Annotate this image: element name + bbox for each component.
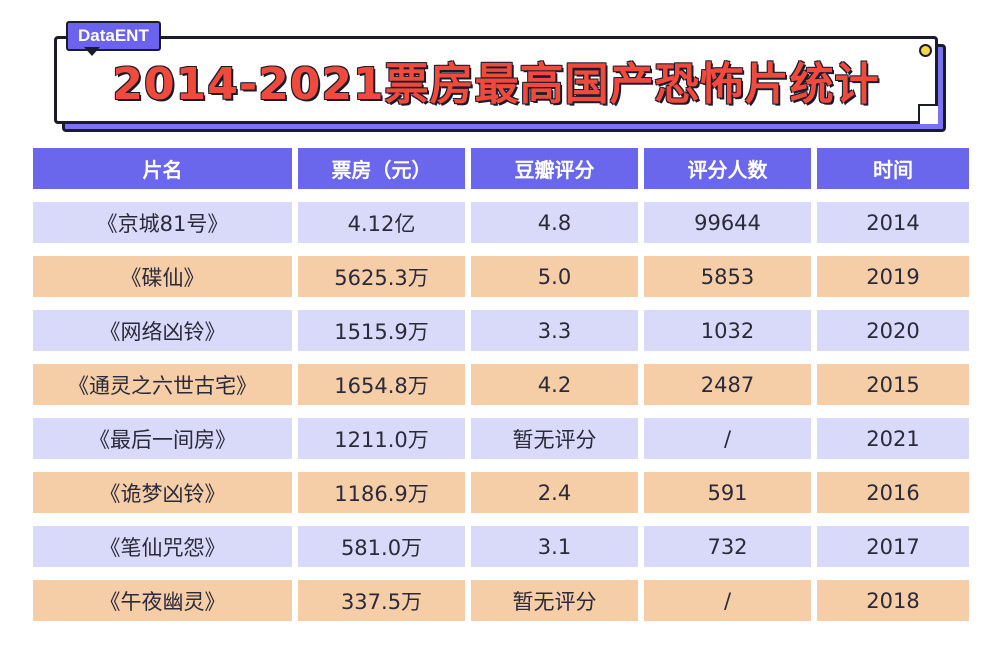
cell-rating-count: 591 bbox=[644, 472, 811, 513]
cell-year: 2020 bbox=[817, 310, 969, 351]
cell-year: 2018 bbox=[817, 580, 969, 621]
cell-rating: 2.4 bbox=[471, 472, 638, 513]
cell-rating-count: / bbox=[644, 580, 811, 621]
cell-rating-count: / bbox=[644, 418, 811, 459]
cell-title: 《网络凶铃》 bbox=[33, 310, 292, 351]
page-fold-icon bbox=[918, 104, 938, 124]
cell-title: 《午夜幽灵》 bbox=[33, 580, 292, 621]
cell-title: 《最后一间房》 bbox=[33, 418, 292, 459]
cell-rating-count: 5853 bbox=[644, 256, 811, 297]
box-office-table: 片名 票房（元） 豆瓣评分 评分人数 时间 《京城81号》 4.12亿 4.8 … bbox=[33, 148, 969, 621]
cell-rating-count: 732 bbox=[644, 526, 811, 567]
header-cell-box-office: 票房（元） bbox=[298, 148, 465, 189]
cell-title: 《笔仙咒怨》 bbox=[33, 526, 292, 567]
cell-title: 《诡梦凶铃》 bbox=[33, 472, 292, 513]
header-cell-title: 片名 bbox=[33, 148, 292, 189]
cell-box-office: 1186.9万 bbox=[298, 472, 465, 513]
cell-rating: 5.0 bbox=[471, 256, 638, 297]
cell-rating: 3.1 bbox=[471, 526, 638, 567]
cell-rating: 4.8 bbox=[471, 202, 638, 243]
cell-year: 2014 bbox=[817, 202, 969, 243]
cell-box-office: 4.12亿 bbox=[298, 202, 465, 243]
cell-year: 2017 bbox=[817, 526, 969, 567]
page-title: 2014-2021票房最高国产恐怖片统计 bbox=[112, 59, 880, 110]
cell-box-office: 337.5万 bbox=[298, 580, 465, 621]
title-card: 2014-2021票房最高国产恐怖片统计 bbox=[54, 36, 938, 124]
cell-rating: 暂无评分 bbox=[471, 580, 638, 621]
cell-year: 2016 bbox=[817, 472, 969, 513]
cell-rating-count: 1032 bbox=[644, 310, 811, 351]
cell-rating-count: 2487 bbox=[644, 364, 811, 405]
yellow-dot-icon bbox=[919, 44, 932, 57]
cell-rating: 暂无评分 bbox=[471, 418, 638, 459]
cell-rating: 4.2 bbox=[471, 364, 638, 405]
cell-box-office: 5625.3万 bbox=[298, 256, 465, 297]
cell-title: 《通灵之六世古宅》 bbox=[33, 364, 292, 405]
brand-tag-pointer bbox=[84, 47, 100, 56]
header-cell-year: 时间 bbox=[817, 148, 969, 189]
cell-year: 2021 bbox=[817, 418, 969, 459]
cell-title: 《京城81号》 bbox=[33, 202, 292, 243]
header-cell-rating-count: 评分人数 bbox=[644, 148, 811, 189]
header-cell-douban-rating: 豆瓣评分 bbox=[471, 148, 638, 189]
cell-rating: 3.3 bbox=[471, 310, 638, 351]
cell-year: 2019 bbox=[817, 256, 969, 297]
cell-box-office: 1654.8万 bbox=[298, 364, 465, 405]
cell-box-office: 581.0万 bbox=[298, 526, 465, 567]
cell-box-office: 1515.9万 bbox=[298, 310, 465, 351]
cell-box-office: 1211.0万 bbox=[298, 418, 465, 459]
cell-title: 《碟仙》 bbox=[33, 256, 292, 297]
cell-rating-count: 99644 bbox=[644, 202, 811, 243]
cell-year: 2015 bbox=[817, 364, 969, 405]
brand-tag: DataENT bbox=[66, 21, 161, 51]
